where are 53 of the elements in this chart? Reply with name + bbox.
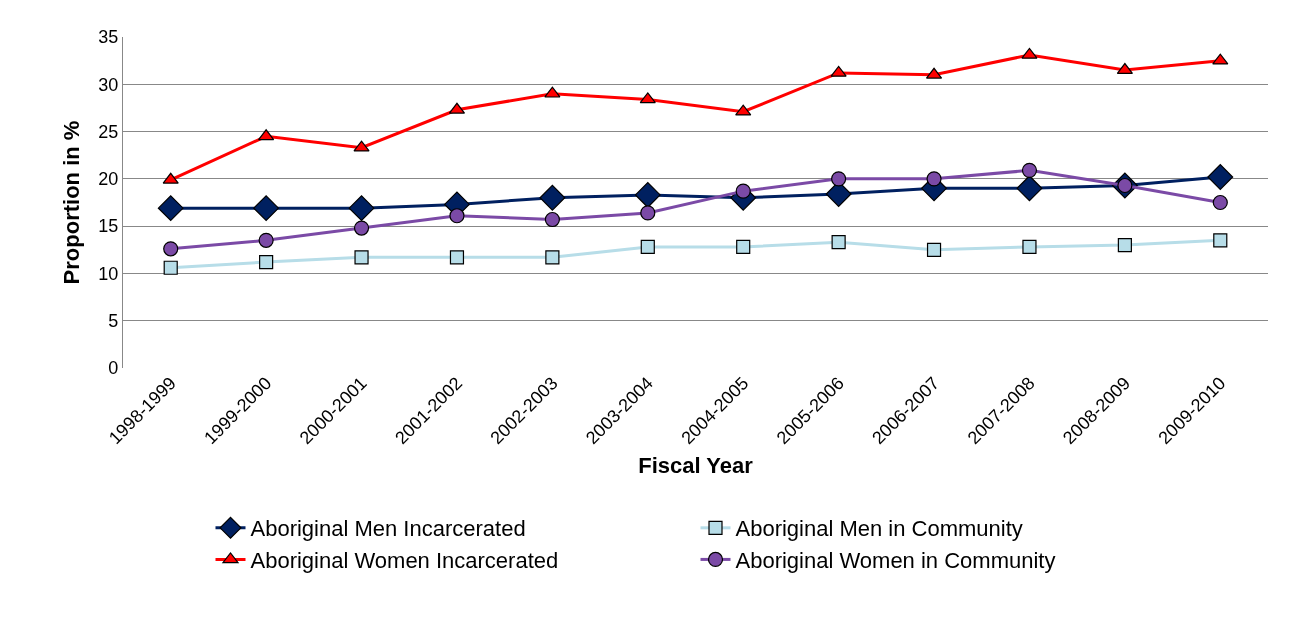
point — [449, 208, 465, 224]
point — [1213, 233, 1228, 248]
x-axis-title: Fiscal Year — [638, 452, 754, 478]
point — [449, 250, 465, 265]
point — [544, 86, 561, 98]
point — [735, 183, 751, 199]
y-axis-title: Proportion in % — [59, 120, 85, 285]
y-tick-label: 25 — [98, 121, 119, 142]
point — [831, 235, 846, 250]
y-tick-label: 5 — [108, 311, 119, 332]
point — [1022, 239, 1037, 255]
point — [1212, 53, 1229, 65]
point — [640, 239, 655, 255]
point — [353, 140, 370, 152]
y-tick-label: 30 — [98, 74, 119, 95]
point — [926, 242, 942, 257]
point — [348, 195, 375, 222]
point — [639, 92, 656, 104]
point — [544, 211, 560, 228]
point — [640, 205, 656, 221]
point — [354, 250, 369, 265]
point — [545, 250, 560, 265]
legend-label: Aboriginal Women in Community — [735, 548, 1056, 573]
legend-label: Aboriginal Men Incarcerated — [250, 516, 526, 542]
point — [735, 104, 752, 116]
point — [1212, 194, 1228, 211]
legend-label: Aboriginal Women Incarcerated — [250, 548, 559, 573]
y-tick-label: 35 — [98, 27, 119, 48]
y-tick-label: 10 — [98, 263, 119, 284]
point — [259, 254, 274, 270]
point — [162, 172, 179, 184]
point — [1021, 162, 1038, 178]
point — [163, 241, 179, 257]
point — [1016, 175, 1043, 202]
point — [1117, 237, 1132, 253]
point — [258, 129, 275, 141]
point — [539, 184, 566, 211]
point — [258, 232, 274, 248]
point — [830, 65, 847, 77]
legend-label: Aboriginal Men in Community — [735, 516, 1023, 542]
point — [1207, 164, 1234, 190]
point — [736, 239, 751, 255]
point — [926, 171, 942, 187]
point — [1021, 47, 1038, 59]
point — [253, 195, 280, 222]
y-tick-label: 0 — [108, 358, 119, 379]
y-tick-label: 20 — [98, 169, 119, 190]
point — [634, 181, 661, 208]
point — [353, 220, 370, 236]
point — [831, 171, 847, 187]
point — [157, 195, 184, 222]
point — [163, 260, 178, 275]
y-tick-label: 15 — [98, 216, 119, 237]
